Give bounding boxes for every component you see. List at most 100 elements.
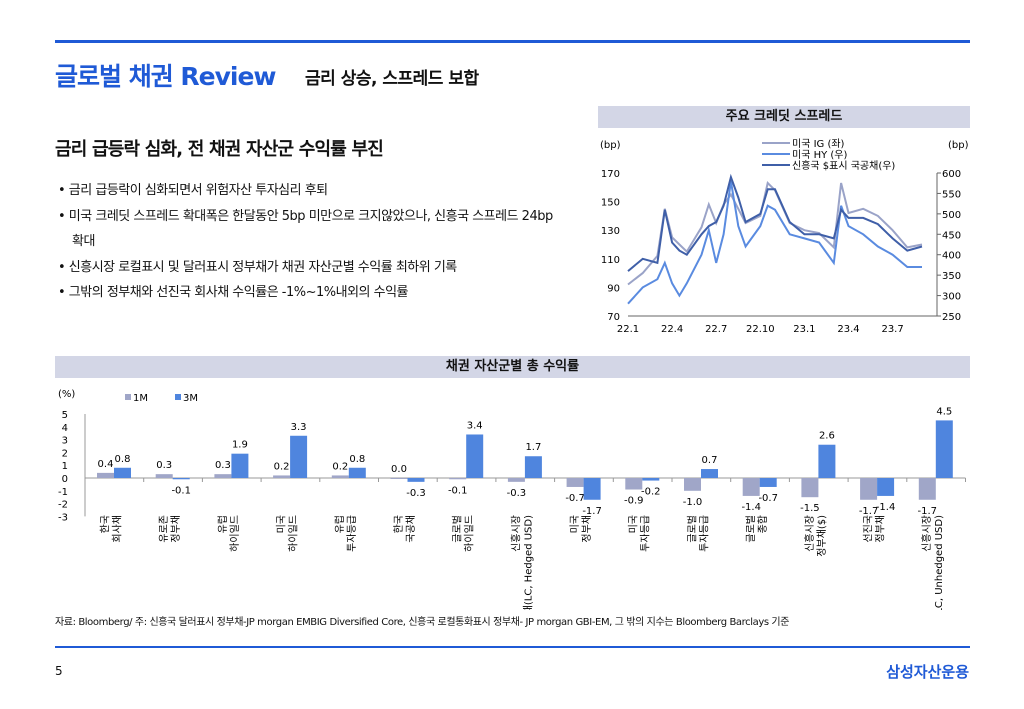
y-tick-right: 250 xyxy=(942,312,961,323)
category-label: 글로벌투자등급 xyxy=(686,515,710,552)
bar-3M xyxy=(348,467,366,478)
y-tick-left: 130 xyxy=(601,226,620,237)
data-label: -1.5 xyxy=(800,503,820,514)
bullet-list: • 금리 급등락이 심화되면서 위험자산 투자심리 후퇴 • 미국 크레딧 스프… xyxy=(58,178,558,306)
bullet: • 금리 급등락이 심화되면서 위험자산 투자심리 후퇴 xyxy=(58,183,328,198)
y-tick: 5 xyxy=(62,410,68,421)
bar-1M xyxy=(214,474,232,478)
source-footnote: 자료: Bloomberg/ 주: 신흥국 달러표시 정부채-JP morgan… xyxy=(55,617,790,628)
bar-3M xyxy=(114,467,131,478)
bar-1M xyxy=(625,478,643,490)
y-tick-right: 350 xyxy=(942,271,961,282)
y-tick-left: 170 xyxy=(601,169,620,180)
y-tick-right: 450 xyxy=(942,230,961,241)
bar-1M xyxy=(566,478,584,487)
data-label: -1.4 xyxy=(741,502,761,513)
y-tick: 3 xyxy=(62,436,68,447)
data-label: -1.4 xyxy=(876,502,896,513)
data-label: 1.9 xyxy=(232,440,248,451)
right-axis-unit: (bp) xyxy=(948,140,969,151)
bar-1M xyxy=(684,478,701,491)
y-tick-right: 550 xyxy=(942,189,961,200)
category-label: 미국하이일드 xyxy=(275,515,299,552)
bar-3M xyxy=(877,478,895,496)
data-label: 3.3 xyxy=(291,422,307,433)
y-tick-right: 400 xyxy=(942,251,961,262)
bar-3M xyxy=(583,478,601,500)
data-label: -0.1 xyxy=(171,485,191,496)
top-rule xyxy=(55,40,970,43)
bullet: • 신흥시장 로컬표시 및 달러표시 정부채가 채권 자산군별 수익률 최하위 … xyxy=(58,259,457,275)
category-label: 신흥시장정부채(LC, Unhedged USD) xyxy=(920,515,945,610)
legend-label: 신흥국 $표시 국공채(우) xyxy=(792,159,895,172)
bar-3M xyxy=(642,478,660,481)
x-tick: 23.4 xyxy=(837,324,859,335)
legend-swatch-1m xyxy=(125,394,131,400)
category-label: 글로벌하이일드 xyxy=(452,515,476,552)
legend-swatch-3m xyxy=(175,394,181,400)
series-line-2 xyxy=(627,173,923,272)
spread-line-chart: (bp) (bp) 70 90 110 130 150 170 250 300 350 400 450 5… xyxy=(600,138,969,335)
bar-3M xyxy=(231,453,249,478)
bar-1M xyxy=(801,478,819,498)
data-label: 0.4 xyxy=(98,459,114,470)
y-tick-right: 300 xyxy=(942,292,961,303)
category-label: 선진국정부채 xyxy=(862,515,886,543)
data-label: 2.6 xyxy=(819,431,835,442)
category-label: 신흥시장정부채($) xyxy=(803,515,828,557)
y-tick: -1 xyxy=(58,487,68,498)
data-label: -1.7 xyxy=(859,506,879,517)
x-tick: 22.10 xyxy=(746,324,775,335)
data-label: -0.3 xyxy=(507,488,527,499)
data-label: -1.7 xyxy=(582,506,602,517)
data-label: 1.7 xyxy=(525,442,541,453)
y-tick: 1 xyxy=(62,461,68,472)
y-tick-left: 110 xyxy=(601,255,620,266)
brand-logo: 삼성자산운용 xyxy=(886,663,969,681)
x-tick: 23.7 xyxy=(881,324,903,335)
bar-3M xyxy=(524,456,542,478)
data-label: 0.0 xyxy=(391,464,407,475)
y-tick-right: 600 xyxy=(942,169,961,180)
y-tick-left: 90 xyxy=(607,283,620,294)
category-label: 유로존정부채 xyxy=(158,515,182,543)
bar-1M xyxy=(860,478,878,500)
y-tick: 4 xyxy=(62,423,68,434)
y-tick: 2 xyxy=(62,448,68,459)
legend-label: 미국 IG (좌) xyxy=(792,138,845,150)
bar-1M xyxy=(331,475,349,478)
bar-3M xyxy=(759,478,777,487)
bar-1M xyxy=(97,472,114,478)
spread-chart-title: 주요 크레딧 스프레드 xyxy=(598,106,970,128)
left-axis-unit: (bp) xyxy=(600,140,621,151)
category-label: 한국회사채 xyxy=(99,515,123,543)
y-tick-left: 70 xyxy=(607,312,620,323)
bar-1M xyxy=(918,478,936,500)
bar-1M xyxy=(449,478,467,480)
y-tick: -2 xyxy=(58,500,68,511)
x-tick: 22.7 xyxy=(705,324,727,335)
bar-3M xyxy=(407,478,425,482)
page-number: 5 xyxy=(55,664,63,678)
section-heading: 금리 급등락 심화, 전 채권 자산군 수익률 부진 xyxy=(55,139,384,160)
series-line-1 xyxy=(627,181,922,305)
bar-3M xyxy=(466,434,484,478)
bar-1M xyxy=(507,478,525,482)
category-label: 미국정부채 xyxy=(569,515,593,543)
category-label: 미국투자등급 xyxy=(628,515,652,552)
bullet: • 그밖의 정부채와 선진국 회사채 수익률은 -1%~1%내외의 수익률 xyxy=(58,285,409,300)
category-label: 신흥시장정부채(LC, Hedged USD) xyxy=(509,515,534,610)
return-chart-title: 채권 자산군별 총 수익률 xyxy=(55,356,970,378)
bar-3M xyxy=(818,444,836,478)
data-label: -1.0 xyxy=(683,497,703,508)
data-label: -0.3 xyxy=(406,488,426,499)
page-subtitle: 금리 상승, 스프레드 보합 xyxy=(305,69,479,89)
bar-1M xyxy=(273,475,291,478)
data-label: 0.8 xyxy=(115,454,131,465)
bar-3M xyxy=(935,420,953,478)
data-label: -0.7 xyxy=(565,493,585,504)
bar-3M xyxy=(701,469,718,478)
data-label: 4.5 xyxy=(936,406,952,417)
category-label: 글로벌종합 xyxy=(745,515,769,543)
category-label: 유럽하이일드 xyxy=(217,515,241,552)
